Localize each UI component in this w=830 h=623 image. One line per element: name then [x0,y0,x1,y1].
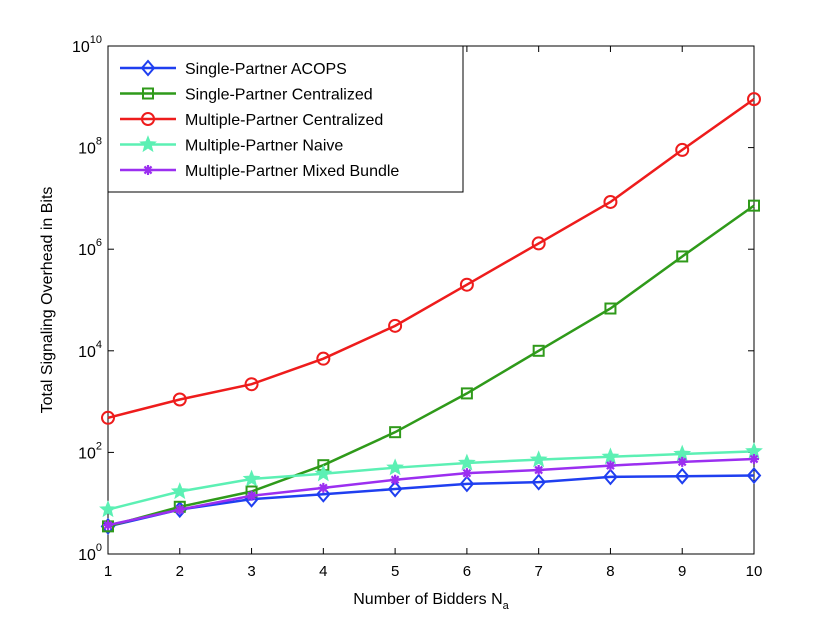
x-tick-label: 2 [176,563,184,580]
series-line [107,204,755,528]
data-point [459,277,474,292]
data-point [746,467,762,485]
data-point [460,387,473,400]
data-point [318,482,329,493]
data-point [457,453,476,471]
data-point [387,480,403,498]
y-tick-label: 100 [78,542,102,564]
data-point [459,475,475,493]
data-point [390,474,401,485]
y-axis-label: Total Signaling Overhead in Bits [39,187,56,414]
legend-entry: Single-Partner Centralized [120,87,373,104]
data-point [388,318,403,333]
data-point [103,520,113,531]
legend-swatch-marker [143,165,153,175]
x-tick-label: 10 [746,563,763,580]
data-point [749,454,759,465]
x-tick-label: 3 [247,563,255,580]
x-axis-label-subscript: a [503,600,510,612]
data-point [246,490,257,501]
series-asterisk [103,454,759,531]
x-tick-label: 9 [678,563,686,580]
data-point [601,447,620,465]
legend-entry: Multiple-Partner Centralized [120,112,383,129]
series-star [99,441,763,518]
legend-entry: Multiple-Partner Naive [120,135,343,155]
legend-label: Multiple-Partner Mixed Bundle [185,163,399,180]
legend-entry: Single-Partner ACOPS [120,59,347,78]
data-point [172,392,187,407]
data-point [531,473,546,491]
data-point [603,194,618,209]
x-tick-label: 6 [463,563,471,580]
data-point [244,377,259,392]
y-tick-label: 102 [78,440,102,462]
data-point [604,302,617,315]
series-lines [99,92,763,535]
data-point [748,199,760,212]
legend-swatch-marker [139,135,157,153]
data-point [603,468,618,486]
legend-swatch-marker [141,112,155,126]
legend-label: Single-Partner Centralized [185,87,373,104]
data-point [101,410,115,425]
data-point [170,482,189,500]
data-point [386,458,405,476]
data-point [532,344,545,357]
legend-label: Multiple-Partner Naive [185,138,343,155]
data-point [99,500,117,518]
y-tick-label: 104 [78,339,102,361]
x-axis-label: Number of Bidders Na [353,591,509,612]
x-axis-label-main: Number of Bidders N [353,591,502,608]
legend-swatch-marker [140,59,156,77]
data-point [389,426,402,439]
data-point [529,450,548,468]
series-line [107,450,755,511]
y-tick-label: 108 [78,136,102,158]
data-point [316,485,331,503]
data-point [676,250,689,263]
series-line [107,474,755,528]
x-tick-label: 1 [104,563,112,580]
x-tick-label: 7 [534,563,542,580]
legend-label: Single-Partner ACOPS [185,61,347,78]
data-point [461,468,472,479]
data-point [677,456,688,467]
data-point [314,464,333,482]
legend-swatch-marker [142,87,154,100]
data-point [316,351,331,366]
series-line [107,98,755,420]
data-point [174,504,185,515]
legend: Single-Partner ACOPS Single-Partner Centr… [107,45,464,193]
data-point [674,467,690,485]
data-point [747,92,761,107]
data-point [675,142,690,157]
legend-entry: Multiple-Partner Mixed Bundle [120,163,399,180]
x-tick-label: 5 [391,563,399,580]
y-tick-label: 106 [78,237,102,259]
y-tick-label: 1010 [72,34,102,56]
data-point [242,469,261,487]
x-tick-label: 4 [319,563,327,580]
data-point [531,236,546,251]
series-circle [101,92,761,425]
x-tick-label: 8 [606,563,614,580]
series-line [107,457,755,527]
legend-label: Multiple-Partner Centralized [185,112,383,129]
data-point [605,460,616,471]
data-point [533,465,544,476]
